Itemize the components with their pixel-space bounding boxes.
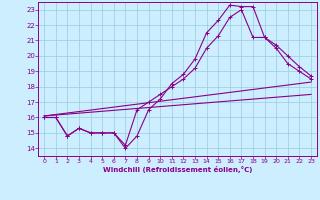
X-axis label: Windchill (Refroidissement éolien,°C): Windchill (Refroidissement éolien,°C) — [103, 166, 252, 173]
